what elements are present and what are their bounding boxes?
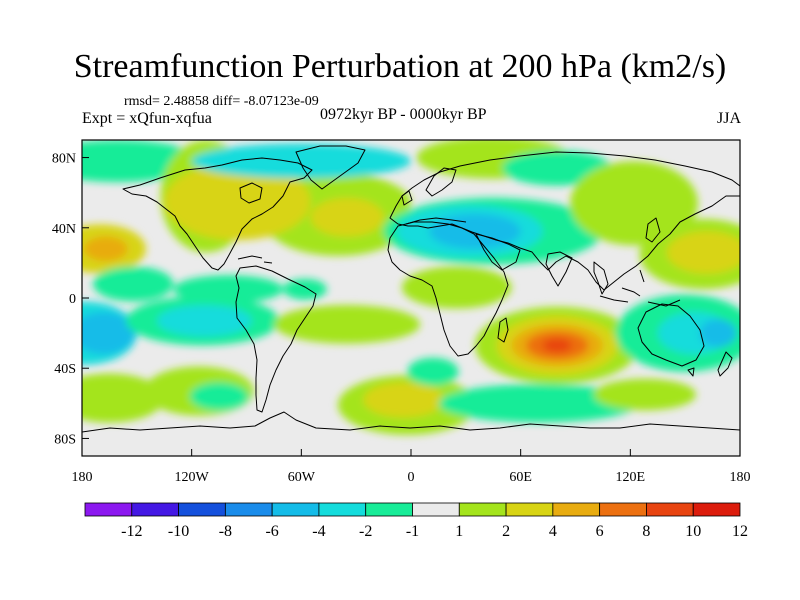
coastline-tasmania — [687, 367, 695, 377]
colorbar-level-label: 10 — [685, 523, 701, 540]
coastline-japan — [645, 217, 661, 243]
colorbar-swatch — [412, 502, 460, 517]
colorbar: -12 -10 -8 -6 -4 -2 -1 1 2 4 6 8 10 12 — [84, 502, 748, 540]
contour-region — [273, 305, 421, 344]
coastline-caribbean — [237, 255, 273, 264]
colorbar-swatch — [692, 502, 741, 517]
colorbar-swatch — [178, 502, 226, 517]
colorbar-swatch — [646, 502, 694, 517]
colorbar-level-label: -4 — [312, 523, 325, 540]
contour-region — [401, 266, 512, 309]
colorbar-swatch — [84, 502, 133, 517]
streamfunction-contours — [82, 140, 740, 435]
colorbar-level-label: 4 — [549, 523, 557, 540]
colorbar-level-label: 8 — [642, 523, 650, 540]
colorbar-level-label: 1 — [455, 523, 463, 540]
colorbar-swatch — [505, 502, 554, 517]
contour-region — [407, 357, 459, 386]
colorbar-level-label: -12 — [121, 523, 142, 540]
contour-region — [82, 312, 135, 355]
contour-region — [83, 236, 128, 262]
coastline-africa — [387, 221, 509, 357]
colorbar-level-label: 2 — [502, 523, 510, 540]
colorbar-swatch — [599, 502, 647, 517]
colorbar-swatch — [271, 502, 320, 517]
coastline-hudson-bay — [239, 182, 263, 204]
coastline-eurasia — [389, 151, 740, 291]
contour-region — [189, 382, 249, 411]
coastline-arabia — [475, 233, 521, 271]
contour-region — [156, 305, 252, 337]
latitude-axis: 80N 40N 0 40S 80S — [52, 152, 89, 447]
colorbar-level-label: -6 — [265, 523, 278, 540]
contour-region — [363, 382, 444, 418]
colorbar-level-label: -10 — [168, 523, 189, 540]
contour-region — [310, 197, 384, 237]
contour-region — [666, 231, 740, 274]
colorbar-level-label: 12 — [732, 523, 748, 540]
lat-tick-label: 80N — [52, 152, 76, 167]
season-label: JJA — [717, 110, 742, 127]
coastline-new-zealand — [717, 351, 733, 377]
colorbar-swatch — [224, 502, 273, 517]
contour-region — [82, 373, 165, 423]
lon-tick-label: 60W — [288, 470, 316, 485]
coastline-greenland — [295, 145, 366, 190]
contour-region — [438, 384, 640, 423]
contour-region — [191, 143, 411, 179]
lon-tick-label: 120E — [616, 470, 646, 485]
contour-region — [92, 266, 174, 302]
lon-tick-label: 180 — [730, 470, 751, 485]
lat-tick-label: 40S — [54, 362, 76, 377]
coastlines — [82, 145, 740, 433]
lon-tick-label: 120W — [175, 470, 210, 485]
colorbar-swatch — [131, 502, 179, 517]
experiment-label: Expt = xQfun-xqfua — [82, 110, 212, 127]
lon-tick-label: 180 — [72, 470, 93, 485]
colorbar-level-label: 6 — [596, 523, 604, 540]
coastline-antarctica — [82, 411, 740, 433]
lon-tick-label: 60E — [509, 470, 532, 485]
contour-region — [593, 378, 697, 411]
period-label: 0972kyr BP - 0000kyr BP — [320, 106, 487, 123]
colorbar-swatch — [458, 502, 507, 517]
lat-tick-label: 80S — [54, 432, 76, 447]
coastline-british-isles — [401, 190, 413, 206]
coastline-australia — [637, 303, 705, 367]
coastline-madagascar — [497, 317, 509, 343]
coastline-mediterranean — [405, 217, 467, 225]
colorbar-level-label: -2 — [359, 523, 372, 540]
coastline-india — [545, 251, 573, 287]
contour-region — [164, 162, 311, 241]
contour-region — [699, 319, 737, 348]
coastline-south-america — [235, 265, 317, 413]
colorbar-level-label: -1 — [406, 523, 419, 540]
contour-region — [173, 275, 284, 304]
lat-tick-label: 0 — [69, 292, 76, 307]
coastline-indonesia — [599, 269, 681, 307]
rmsd-diff-stats: rmsd= 2.48858 diff= -8.07123e-09 — [124, 94, 319, 109]
lon-tick-label: 0 — [408, 470, 415, 485]
lat-tick-label: 40N — [52, 222, 76, 237]
longitude-axis: 180 120W 60W 0 60E 120E 180 — [72, 449, 751, 485]
colorbar-swatch — [365, 502, 413, 517]
colorbar-level-label: -8 — [219, 523, 232, 540]
colorbar-swatch — [318, 502, 367, 517]
colorbar-swatch — [552, 502, 601, 517]
coastline-scandinavia — [425, 167, 457, 197]
chart-title: Streamfunction Perturbation at 200 hPa (… — [73, 48, 727, 85]
contour-region — [542, 338, 572, 353]
contour-region — [283, 278, 327, 300]
contour-region — [570, 161, 698, 246]
coastline-north-america — [122, 157, 313, 271]
coastline-indochina — [593, 261, 609, 295]
